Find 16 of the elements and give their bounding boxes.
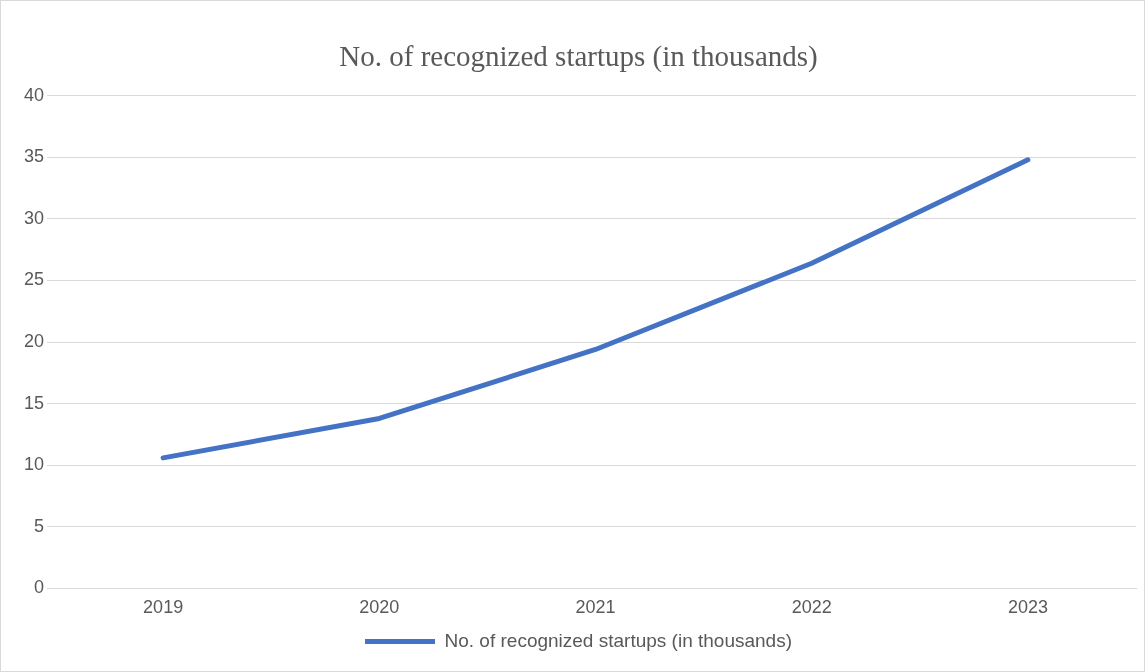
y-tick-label: 20: [23, 331, 45, 352]
legend-label: No. of recognized startups (in thousands): [444, 629, 792, 651]
y-tick-label: 40: [23, 84, 45, 105]
x-tick-label: 2021: [575, 597, 616, 618]
chart-title: No. of recognized startups (in thousands): [339, 40, 818, 74]
x-tick-label: 2020: [359, 597, 400, 618]
y-tick-label: 5: [34, 515, 45, 536]
x-tick-label: 2023: [1007, 597, 1048, 618]
y-tick-label: 25: [23, 269, 45, 290]
x-tick-label: 2022: [791, 597, 832, 618]
y-tick-label: 35: [23, 146, 45, 167]
y-tick-label: 30: [23, 207, 45, 228]
y-tick-label: 0: [34, 577, 45, 598]
y-tick-label: 15: [23, 392, 45, 413]
x-tick-label: 2019: [143, 597, 184, 618]
y-tick-label: 10: [23, 454, 45, 475]
